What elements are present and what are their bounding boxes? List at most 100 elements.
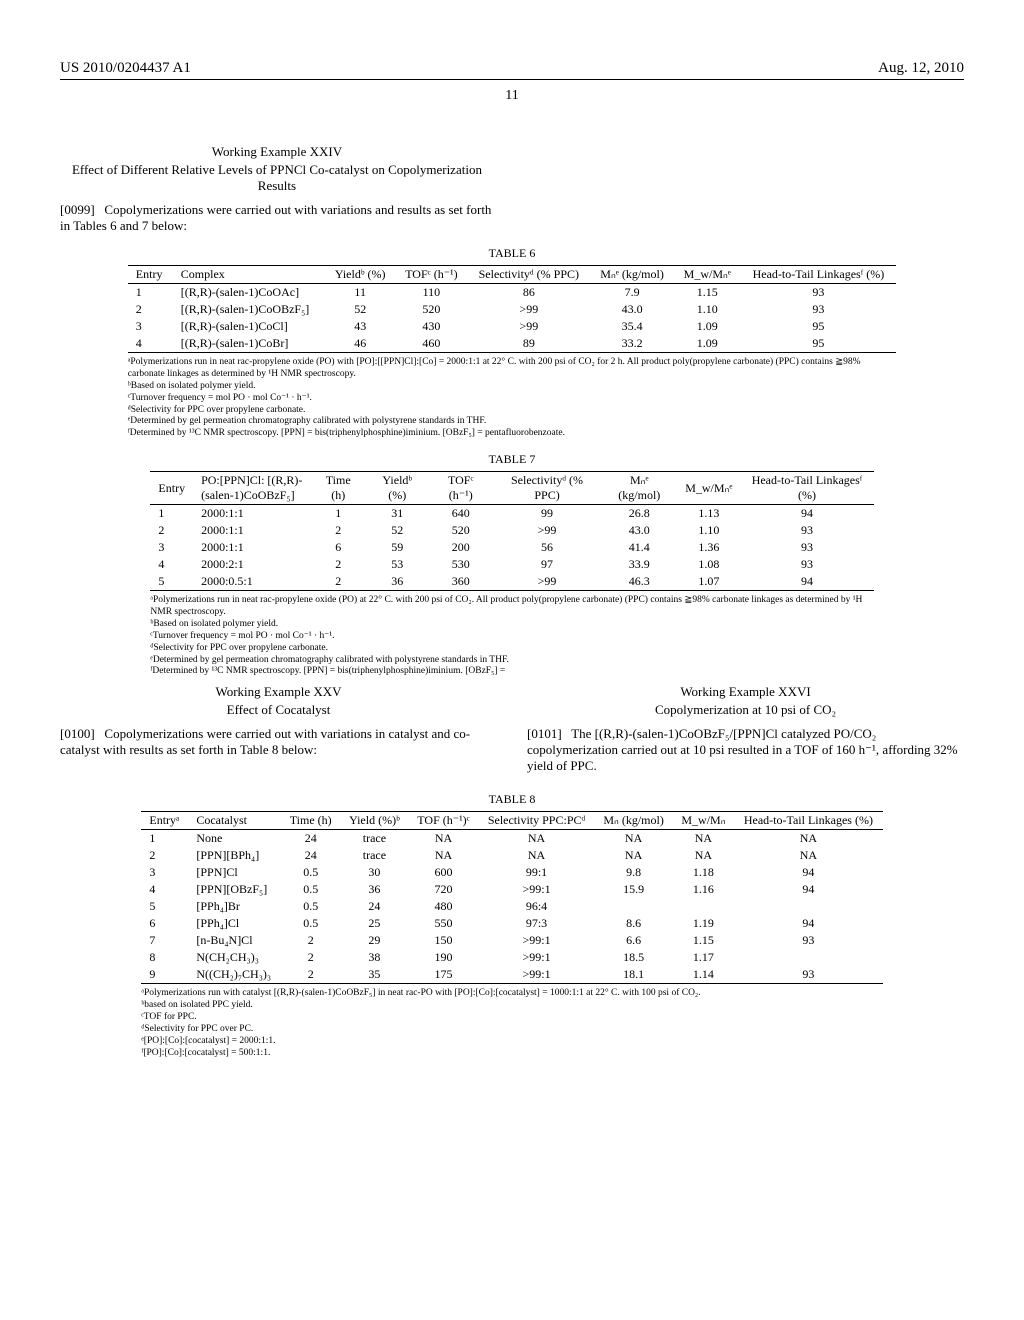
table-cell: 59 bbox=[366, 539, 429, 556]
th: M_w/Mₙᵉ bbox=[674, 266, 741, 284]
th: Entryᵃ bbox=[141, 812, 188, 830]
th: Yieldᵇ (%) bbox=[325, 266, 395, 284]
table-cell: 2000:1:1 bbox=[193, 505, 311, 523]
table-cell: 0.5 bbox=[281, 864, 340, 881]
table-cell bbox=[673, 898, 734, 915]
table-cell: 93 bbox=[740, 556, 873, 573]
table-cell: 530 bbox=[429, 556, 493, 573]
table-row: 7[n-Bu₄N]Cl229150>99:16.61.1593 bbox=[141, 932, 882, 949]
table-cell: 0.5 bbox=[281, 898, 340, 915]
publication-date: Aug. 12, 2010 bbox=[878, 60, 964, 77]
table-cell: 4 bbox=[141, 881, 188, 898]
table-cell: 24 bbox=[340, 898, 408, 915]
table-cell: 2000:0.5:1 bbox=[193, 573, 311, 591]
table-cell: 46.3 bbox=[601, 573, 677, 591]
table-cell: 93 bbox=[741, 301, 897, 318]
table-cell: 2 bbox=[128, 301, 173, 318]
table-cell: [PPh₄]Cl bbox=[188, 915, 281, 932]
table-cell: 43.0 bbox=[601, 522, 677, 539]
table-cell: 93 bbox=[734, 932, 882, 949]
th: M_w/Mₙ bbox=[673, 812, 734, 830]
footnote: ᶜTurnover frequency = mol PO · mol Co⁻¹ … bbox=[128, 393, 896, 405]
footnote: ᶜTurnover frequency = mol PO · mol Co⁻¹ … bbox=[150, 631, 873, 643]
page-header: US 2010/0204437 A1 Aug. 12, 2010 bbox=[60, 60, 964, 80]
footnote: ᵈSelectivity for PPC over propylene carb… bbox=[150, 643, 873, 655]
table-cell: 25 bbox=[340, 915, 408, 932]
table-cell: 2 bbox=[281, 949, 340, 966]
table-cell: 3 bbox=[150, 539, 193, 556]
table-cell: 35 bbox=[340, 966, 408, 984]
table6: Entry Complex Yieldᵇ (%) TOFᶜ (h⁻¹) Sele… bbox=[128, 265, 896, 353]
table-row: 52000:0.5:1236360>9946.31.0794 bbox=[150, 573, 873, 591]
table-cell: NA bbox=[409, 847, 479, 864]
table-cell: 89 bbox=[467, 335, 590, 353]
table-cell: 36 bbox=[340, 881, 408, 898]
table8-caption: TABLE 8 bbox=[60, 792, 964, 807]
table-row: 1None24traceNANANANANA bbox=[141, 830, 882, 848]
footnote: ᵉDetermined by gel permeation chromatogr… bbox=[128, 416, 896, 428]
table-cell: 7 bbox=[141, 932, 188, 949]
table-cell: 6.6 bbox=[595, 932, 673, 949]
table-cell: 1.09 bbox=[674, 318, 741, 335]
table-cell: NA bbox=[673, 847, 734, 864]
table-cell: 53 bbox=[366, 556, 429, 573]
footnote: ᵃPolymerizations run in neat rac-propyle… bbox=[150, 595, 873, 619]
para-ref: [0101] bbox=[527, 726, 562, 741]
table-row: 3[(R,R)-(salen-1)CoCl]43430>9935.41.0995 bbox=[128, 318, 896, 335]
table-cell: [(R,R)-(salen-1)CoCl] bbox=[173, 318, 325, 335]
table-cell: 94 bbox=[740, 505, 873, 523]
table-cell: NA bbox=[734, 830, 882, 848]
table-cell: 4 bbox=[150, 556, 193, 573]
page-number: 11 bbox=[60, 88, 964, 104]
table-row: 4[(R,R)-(salen-1)CoBr]464608933.21.0995 bbox=[128, 335, 896, 353]
table-cell: 24 bbox=[281, 830, 340, 848]
table-cell: 600 bbox=[409, 864, 479, 881]
table-row: 6[PPh₄]Cl0.52555097:38.61.1994 bbox=[141, 915, 882, 932]
table-cell: 15.9 bbox=[595, 881, 673, 898]
table-row: 1[(R,R)-(salen-1)CoOAc]11110867.91.1593 bbox=[128, 284, 896, 302]
table-row: 22000:1:1252520>9943.01.1093 bbox=[150, 522, 873, 539]
table-cell: 1.15 bbox=[673, 932, 734, 949]
table-cell: 94 bbox=[734, 881, 882, 898]
table-row: 9N((CH₂)₇CH₃)₃235175>99:118.11.1493 bbox=[141, 966, 882, 984]
th: Complex bbox=[173, 266, 325, 284]
table-cell: [(R,R)-(salen-1)CoOAc] bbox=[173, 284, 325, 302]
table-cell: [PPh₄]Br bbox=[188, 898, 281, 915]
footnote: ᶠDetermined by ¹³C NMR spectroscopy. [PP… bbox=[128, 428, 896, 440]
table-cell: 2 bbox=[281, 966, 340, 984]
table-cell: 11 bbox=[325, 284, 395, 302]
table-cell: [(R,R)-(salen-1)CoOBzF₅] bbox=[173, 301, 325, 318]
th: Yield (%)ᵇ bbox=[340, 812, 408, 830]
table-cell: 8.6 bbox=[595, 915, 673, 932]
footnote: ᶜTOF for PPC. bbox=[141, 1012, 882, 1024]
table-cell: 18.1 bbox=[595, 966, 673, 984]
th: Time (h) bbox=[281, 812, 340, 830]
table-cell: 1 bbox=[128, 284, 173, 302]
table-cell: 33.9 bbox=[601, 556, 677, 573]
example24-title: Working Example XXIV bbox=[60, 144, 494, 160]
table-cell: 1.14 bbox=[673, 966, 734, 984]
footnote: ᵈSelectivity for PPC over propylene carb… bbox=[128, 405, 896, 417]
table-cell: 97 bbox=[493, 556, 602, 573]
table-cell: 95 bbox=[741, 335, 897, 353]
table-cell: 200 bbox=[429, 539, 493, 556]
table-cell: 1.16 bbox=[673, 881, 734, 898]
table-cell: 175 bbox=[409, 966, 479, 984]
para-ref: [0099] bbox=[60, 202, 95, 217]
table-cell: 1.10 bbox=[674, 301, 741, 318]
two-column-section: Working Example XXV Effect of Cocatalyst… bbox=[60, 678, 964, 780]
para-text: The [(R,R)-(salen-1)CoOBzF₅/[PPN]Cl cata… bbox=[527, 726, 958, 773]
table-cell: 110 bbox=[395, 284, 467, 302]
table-cell bbox=[734, 949, 882, 966]
table-cell: NA bbox=[673, 830, 734, 848]
th: Mₙᵉ (kg/mol) bbox=[601, 472, 677, 505]
table-cell: 6 bbox=[311, 539, 366, 556]
table-cell: >99 bbox=[493, 573, 602, 591]
table-cell: >99 bbox=[493, 522, 602, 539]
table-cell: N((CH₂)₇CH₃)₃ bbox=[188, 966, 281, 984]
example25-title: Working Example XXV bbox=[60, 684, 497, 700]
publication-number: US 2010/0204437 A1 bbox=[60, 60, 191, 77]
table-cell: 33.2 bbox=[590, 335, 674, 353]
table-cell: [PPN]Cl bbox=[188, 864, 281, 881]
footnote: ᶠDetermined by ¹³C NMR spectroscopy. [PP… bbox=[150, 666, 873, 678]
